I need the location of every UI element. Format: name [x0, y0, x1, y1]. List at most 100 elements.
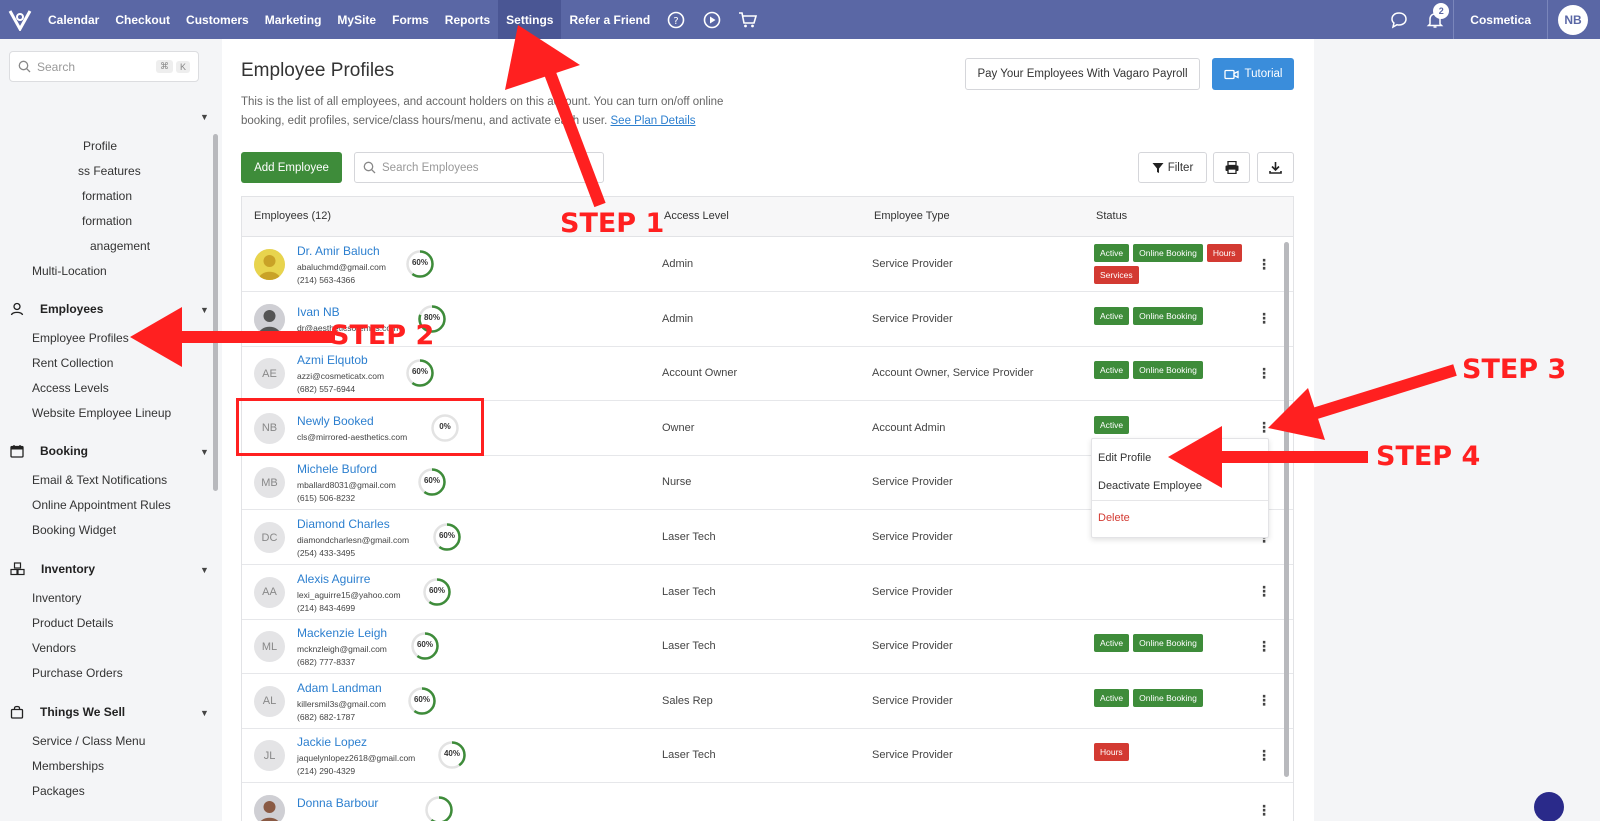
sidebar-item-packages[interactable]: Packages — [32, 784, 85, 798]
table-scrollbar[interactable] — [1284, 242, 1289, 777]
sidebar-item-memberships[interactable]: Memberships — [32, 759, 105, 773]
sidebar-item-vendors[interactable]: Vendors — [32, 641, 77, 655]
sidebar-link[interactable]: Multi-Location — [32, 264, 107, 278]
deactivate-employee-menu-item[interactable]: Deactivate Employee — [1098, 480, 1202, 492]
nav-marketing[interactable]: Marketing — [264, 12, 322, 27]
sidebar-link[interactable]: formation — [82, 214, 133, 228]
employee-name-link[interactable]: Azmi Elqutob — [297, 353, 368, 368]
table-row[interactable]: ML Mackenzie Leigh mcknzleigh@gmail.com (68… — [242, 619, 1293, 675]
sidebar-item-booking-widget[interactable]: Booking Widget — [32, 523, 117, 537]
row-actions-kebab-icon[interactable]: ⋮ — [1257, 692, 1271, 709]
help-icon[interactable]: ? — [658, 0, 694, 39]
row-actions-kebab-icon[interactable]: ⋮ — [1257, 255, 1271, 272]
user-avatar[interactable]: NB — [1558, 4, 1588, 35]
vagaro-payroll-button[interactable]: Pay Your Employees With Vagaro Payroll — [965, 58, 1200, 90]
collapse-caret-icon[interactable]: ▼ — [200, 112, 209, 122]
table-row[interactable]: JL Jackie Lopez jaquelynlopez2618@gmail.co… — [242, 728, 1293, 784]
employee-email: diamondcharlesn@gmail.com — [297, 535, 410, 545]
collapse-caret-icon[interactable]: ▼ — [200, 305, 209, 315]
sidebar-section-booking[interactable]: Booking — [10, 444, 88, 458]
employee-name-link[interactable]: Adam Landman — [297, 680, 382, 695]
employee-name-link[interactable]: Jackie Lopez — [297, 735, 368, 750]
nav-customers[interactable]: Customers — [186, 12, 249, 27]
sidebar-item-service-class-menu[interactable]: Service / Class Menu — [32, 734, 146, 748]
edit-profile-menu-item[interactable]: Edit Profile — [1098, 452, 1152, 464]
sidebar-link[interactable]: Profile — [83, 139, 118, 153]
cart-icon[interactable] — [730, 0, 766, 39]
row-actions-kebab-icon[interactable]: ⋮ — [1257, 310, 1271, 327]
row-actions-kebab-icon[interactable]: ⋮ — [1257, 801, 1271, 818]
chat-icon[interactable] — [1381, 0, 1417, 39]
table-row[interactable]: AL Adam Landman killersmil3s@gmail.com (682… — [242, 674, 1293, 729]
completion-percent: 60% — [411, 258, 428, 267]
sidebar-item-rent-collection[interactable]: Rent Collection — [32, 356, 114, 370]
sidebar-item-employee-profiles[interactable]: Employee Profiles — [32, 331, 129, 345]
sidebar-link[interactable]: formation — [82, 189, 133, 203]
status-badge: Online Booking — [1133, 306, 1203, 325]
row-actions-kebab-icon[interactable]: ⋮ — [1257, 746, 1271, 763]
employee-name-link[interactable]: Donna Barbour — [297, 796, 379, 810]
collapse-caret-icon[interactable]: ▼ — [200, 447, 209, 457]
assistant-bubble-icon[interactable] — [1534, 792, 1564, 821]
nav-calendar[interactable]: Calendar — [48, 12, 100, 27]
notifications-bell-icon[interactable]: 2 — [1417, 0, 1453, 39]
download-button[interactable] — [1257, 152, 1294, 183]
row-actions-kebab-icon[interactable]: ⋮ — [1257, 419, 1271, 436]
sidebar-item-website-employee-lineup[interactable]: Website Employee Lineup — [32, 406, 172, 420]
employee-name-link[interactable]: Dr. Amir Baluch — [297, 244, 380, 258]
business-name[interactable]: Cosmetica — [1470, 12, 1531, 27]
table-row[interactable]: AE Azmi Elqutob azzi@cosmeticatx.com (682) … — [242, 346, 1293, 402]
sidebar-item-email-text-notifications[interactable]: Email & Text Notifications — [32, 473, 168, 487]
tutorial-button[interactable]: Tutorial — [1212, 58, 1294, 90]
sidebar-search-input[interactable]: Search ⌘ K — [9, 51, 199, 82]
profile-completion-ring: 80% — [417, 304, 447, 334]
nav-mysite[interactable]: MySite — [337, 12, 377, 27]
nav-settings[interactable]: Settings — [498, 0, 562, 39]
nav-forms[interactable]: Forms — [392, 12, 429, 27]
print-button[interactable] — [1213, 152, 1250, 183]
sidebar-item-inventory[interactable]: Inventory — [32, 591, 82, 605]
see-plan-details-link[interactable]: See Plan Details — [610, 115, 696, 127]
filter-button[interactable]: Filter — [1138, 152, 1207, 183]
sidebar-item-product-details[interactable]: Product Details — [32, 616, 114, 630]
sidebar-link[interactable]: ss Features — [78, 164, 141, 178]
table-row[interactable]: Donna Barbour ⋮ — [242, 783, 1293, 821]
access-level: Admin — [662, 312, 694, 325]
nav-checkout[interactable]: Checkout — [115, 12, 171, 27]
table-row[interactable]: NB Newly Booked cls@mirrored-aesthetics.co… — [242, 401, 1293, 456]
nav-reports[interactable]: Reports — [444, 12, 491, 27]
collapse-caret-icon[interactable]: ▼ — [200, 708, 209, 718]
delete-menu-item[interactable]: Delete — [1098, 512, 1130, 524]
employee-phone: (682) 777-8337 — [297, 657, 356, 668]
employee-name-link[interactable]: Ivan NB — [297, 304, 340, 319]
employee-name-link[interactable]: Michele Buford — [297, 462, 378, 477]
status-badges: Active Online Booking — [1094, 361, 1244, 380]
sidebar-link[interactable]: anagement — [90, 239, 151, 253]
table-row[interactable]: Ivan NB dr@aestheticsoremes.com 80% Admin Se… — [242, 292, 1293, 347]
play-icon[interactable] — [694, 0, 730, 39]
employee-name-link[interactable]: Mackenzie Leigh — [297, 626, 388, 641]
sidebar-scrollbar[interactable] — [213, 134, 218, 491]
table-row[interactable]: AA Alexis Aguirre lexi_aguirre15@yahoo.com… — [242, 565, 1293, 620]
employee-name-link[interactable]: Diamond Charles — [297, 517, 390, 531]
search-employees-input[interactable]: Search Employees — [354, 152, 604, 183]
employee-name-link[interactable]: Newly Booked — [297, 413, 374, 428]
collapse-caret-icon[interactable]: ▼ — [200, 565, 209, 575]
sidebar-item-access-levels[interactable]: Access Levels — [32, 381, 109, 395]
add-employee-button[interactable]: Add Employee — [241, 152, 342, 183]
row-actions-kebab-icon[interactable]: ⋮ — [1257, 364, 1271, 381]
vagaro-logo-icon[interactable] — [0, 0, 40, 39]
sidebar-item-online-appointment-rules[interactable]: Online Appointment Rules — [32, 498, 171, 512]
nav-refer-a-friend[interactable]: Refer a Friend — [569, 12, 651, 27]
sidebar-section-employees[interactable]: Employees — [10, 302, 103, 316]
row-actions-kebab-icon[interactable]: ⋮ — [1257, 637, 1271, 654]
sidebar-section-inventory[interactable]: Inventory — [10, 562, 95, 576]
sidebar-section-things-we-sell[interactable]: Things We Sell — [10, 705, 125, 719]
sidebar-item-purchase-orders[interactable]: Purchase Orders — [32, 666, 123, 680]
profile-completion-ring: 60% — [405, 358, 435, 388]
highlight-box-newly-booked — [236, 398, 484, 456]
employee-name-link[interactable]: Alexis Aguirre — [297, 571, 371, 586]
table-row[interactable]: Dr. Amir Baluch abaluchmd@gmail.com (214) … — [242, 237, 1293, 292]
row-actions-kebab-icon[interactable]: ⋮ — [1257, 583, 1271, 600]
sidebar-section-title: Inventory — [41, 562, 96, 576]
